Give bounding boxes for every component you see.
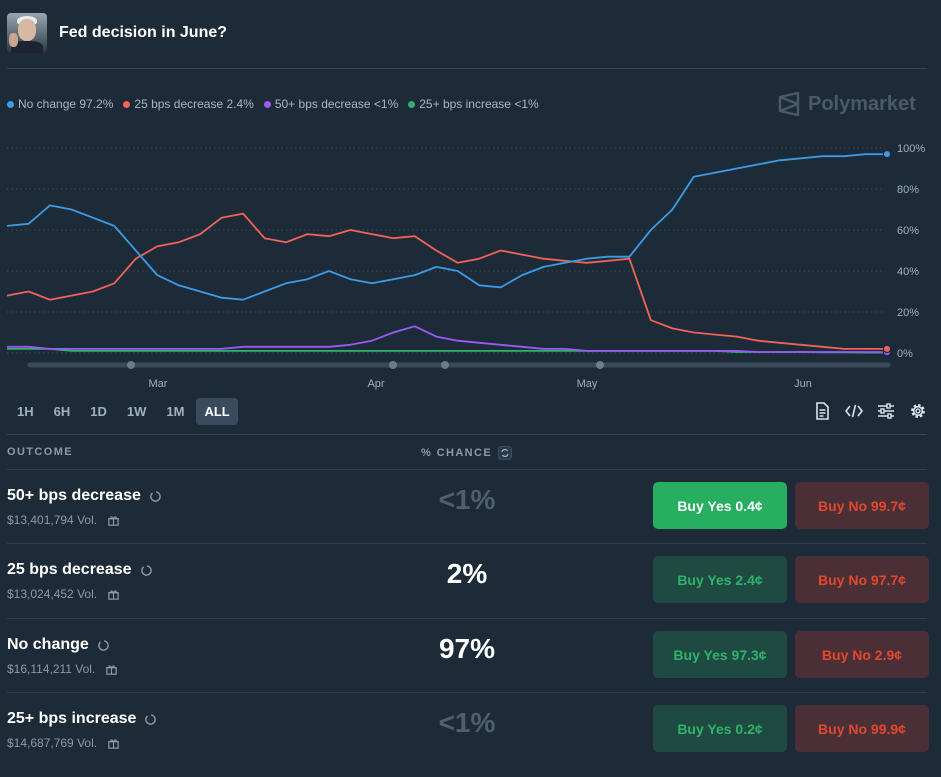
- outcome-row-25bps-decrease[interactable]: 25 bps decrease $13,024,452 Vol. 2% Buy …: [7, 543, 929, 618]
- scrubber-handle: [441, 361, 449, 369]
- outcome-label: No change: [7, 636, 89, 653]
- legend-label: 50+ bps decrease <1%: [274, 97, 399, 111]
- range-1w-button[interactable]: 1W: [126, 404, 147, 419]
- polymarket-logo: Polymarket: [778, 92, 916, 116]
- x-tick-label: Apr: [367, 378, 384, 390]
- outcome-chance: 97%: [438, 633, 496, 664]
- volume-label: $13,024,452 Vol.: [7, 587, 98, 601]
- outcome-chance: <1%: [438, 484, 496, 515]
- table-divider: [7, 434, 927, 435]
- legend-label: 25 bps decrease 2.4%: [134, 97, 254, 111]
- time-range-selector: 1H 6H 1D 1W 1M ALL: [9, 398, 238, 425]
- refresh-icon[interactable]: [498, 446, 513, 460]
- market-header: Fed decision in June?: [7, 12, 227, 54]
- buy-no-button[interactable]: Buy No 97.7¢: [795, 556, 929, 603]
- range-1d-button[interactable]: 1D: [90, 404, 107, 419]
- y-tick-label: 40%: [897, 266, 919, 278]
- legend-item: No change 97.2%: [7, 97, 113, 111]
- legend-item: 50+ bps decrease <1%: [263, 97, 399, 111]
- volume-label: $16,114,211 Vol.: [7, 662, 96, 676]
- outcome-name: 25+ bps increase: [7, 710, 157, 728]
- brand-name: Polymarket: [808, 92, 916, 115]
- x-tick-label: May: [577, 378, 598, 390]
- y-tick-label: 100%: [897, 143, 925, 155]
- legend-dot: [263, 100, 271, 108]
- outcome-name: 25 bps decrease: [7, 561, 153, 579]
- resolution-icon: [140, 564, 152, 576]
- price-chart[interactable]: 100% 80% 60% 40% 20% 0% Mar Apr May Jun: [0, 135, 941, 393]
- market-title: Fed decision in June?: [59, 24, 228, 41]
- market-avatar: [7, 13, 47, 53]
- legend-dot: [123, 100, 131, 108]
- y-tick-label: 0%: [897, 348, 913, 360]
- legend-label: 25+ bps increase <1%: [419, 97, 539, 111]
- series-end-dot: [882, 344, 892, 354]
- gift-icon[interactable]: [107, 737, 120, 750]
- scrubber-handle: [389, 361, 397, 369]
- resolution-icon: [150, 490, 161, 502]
- legend-dot: [408, 100, 416, 108]
- scrubber-handle: [127, 361, 135, 369]
- series-line: [6, 153, 887, 301]
- scrubber-handle: [596, 361, 604, 369]
- series-end-dot: [882, 149, 892, 159]
- settings-gear-icon[interactable]: [909, 402, 927, 420]
- x-tick-label: Mar: [149, 378, 168, 390]
- buy-no-button[interactable]: Buy No 99.9¢: [795, 705, 929, 752]
- polymarket-icon: [778, 92, 800, 116]
- buy-yes-button[interactable]: Buy Yes 97.3¢: [653, 631, 787, 678]
- outcome-volume: $14,687,769 Vol.: [7, 736, 120, 750]
- series-line: [7, 325, 888, 354]
- outcome-chance: <1%: [438, 707, 496, 738]
- buy-no-button[interactable]: Buy No 2.9¢: [795, 631, 929, 678]
- outcome-row-no-change[interactable]: No change $16,114,211 Vol. 97% Buy Yes 9…: [7, 618, 929, 693]
- outcome-label: 25+ bps increase: [7, 710, 137, 727]
- outcome-volume: $13,024,452 Vol.: [7, 587, 120, 601]
- outcome-row-50bps-decrease[interactable]: 50+ bps decrease $13,401,794 Vol. <1% Bu…: [7, 469, 929, 544]
- volume-label: $13,401,794 Vol.: [7, 513, 98, 527]
- resolution-icon: [145, 713, 157, 725]
- y-tick-label: 60%: [897, 225, 919, 237]
- range-1h-button[interactable]: 1H: [17, 404, 34, 419]
- outcome-label: 50+ bps decrease: [7, 487, 141, 504]
- header-divider: [7, 68, 927, 69]
- chance-header: % CHANCE: [421, 446, 513, 460]
- outcome-name: 50+ bps decrease: [7, 487, 162, 505]
- range-all-button[interactable]: ALL: [196, 398, 238, 425]
- gift-icon[interactable]: [105, 663, 118, 676]
- outcome-header: OUTCOME: [7, 446, 74, 458]
- outcome-name: No change: [7, 636, 110, 654]
- outcome-label: 25 bps decrease: [7, 561, 132, 578]
- embed-code-icon[interactable]: [845, 402, 863, 420]
- legend-dot: [7, 100, 14, 108]
- x-tick-label: Jun: [794, 378, 812, 390]
- outcome-volume: $13,401,794 Vol.: [7, 513, 120, 527]
- y-tick-label: 80%: [897, 184, 919, 196]
- outcome-row-25bps-increase[interactable]: 25+ bps increase $14,687,769 Vol. <1% Bu…: [7, 692, 929, 767]
- chance-header-label: % CHANCE: [421, 447, 493, 459]
- y-tick-label: 20%: [897, 307, 919, 319]
- document-icon[interactable]: [813, 402, 831, 420]
- outcome-volume: $16,114,211 Vol.: [7, 662, 118, 676]
- legend-label: No change 97.2%: [18, 97, 114, 111]
- volume-label: $14,687,769 Vol.: [7, 736, 98, 750]
- gift-icon[interactable]: [107, 588, 120, 601]
- resolution-icon: [97, 639, 109, 651]
- buy-yes-button[interactable]: Buy Yes 0.4¢: [653, 482, 787, 529]
- buy-no-button[interactable]: Buy No 99.7¢: [795, 482, 929, 529]
- chart-tools: [813, 402, 927, 420]
- series-line: [7, 347, 887, 354]
- sliders-icon[interactable]: [877, 402, 895, 420]
- series-line: [6, 212, 887, 350]
- legend-item: 25+ bps increase <1%: [408, 97, 539, 111]
- buy-yes-button[interactable]: Buy Yes 2.4¢: [653, 556, 787, 603]
- legend-item: 25 bps decrease 2.4%: [123, 97, 254, 111]
- gift-icon[interactable]: [107, 514, 120, 527]
- range-6h-button[interactable]: 6H: [53, 404, 71, 419]
- buy-yes-button[interactable]: Buy Yes 0.2¢: [653, 705, 787, 752]
- chart-legend: No change 97.2% 25 bps decrease 2.4% 50+…: [7, 97, 539, 111]
- outcome-chance: 2%: [446, 558, 488, 589]
- range-1m-button[interactable]: 1M: [166, 404, 185, 419]
